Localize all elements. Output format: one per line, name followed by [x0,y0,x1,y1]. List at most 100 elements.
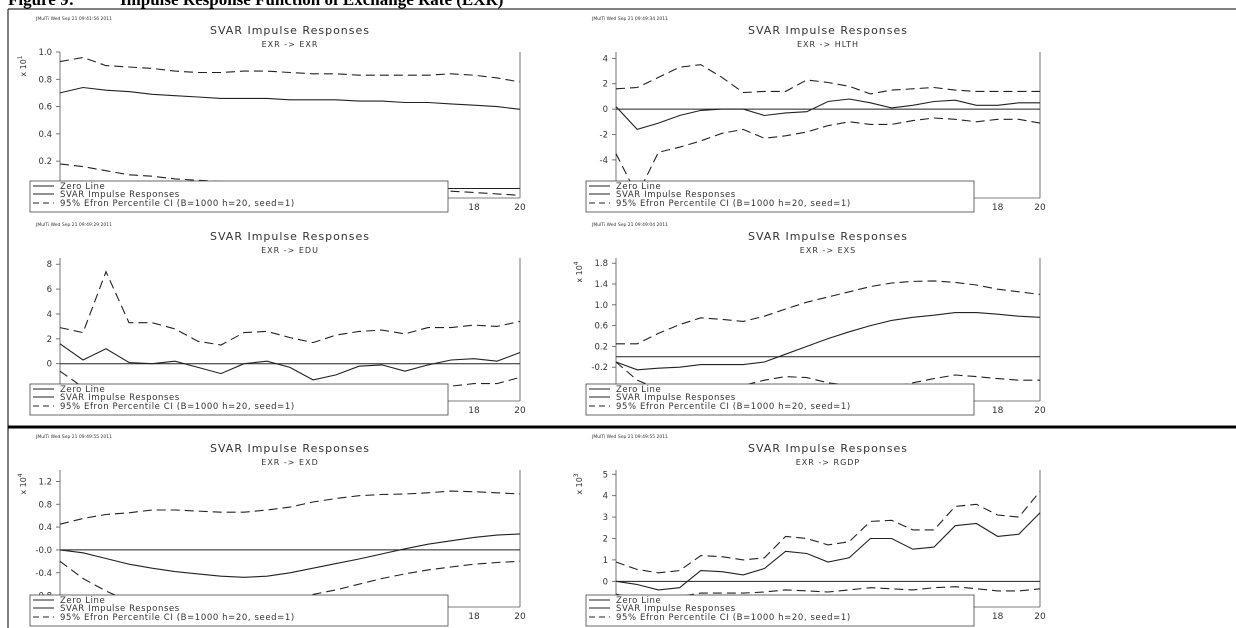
legend-frame [585,383,975,416]
y-tick-label: 6 [47,285,52,295]
x-tick-label: 18 [992,203,1004,213]
legend-ci-label: 95% Efron Percentile CI (B=1000 h=20, se… [60,402,295,412]
figure-label: Figure 9: [8,0,120,9]
y-tick-label: 1.2 [38,477,52,487]
y-tick-label: 2 [603,80,608,90]
legend-frame [29,180,449,213]
x-tick-label: 20 [1034,612,1046,622]
y-tick-label: 8 [47,260,52,270]
panel-title: SVAR Impulse Responses [210,442,370,455]
irf-panel-1: JMulTi Wed Sep 21 09:41:56 2011 SVAR Impu… [17,16,526,213]
y-tick-label: 0.2 [594,342,608,352]
legend-irf-label: SVAR Impulse Responses [616,604,736,614]
y-tick-label: 5 [603,470,608,480]
y-tick-label: 2 [47,335,52,345]
y-tick-label: 0.2 [38,157,52,167]
legend-zero-line-label: Zero Line [616,596,661,606]
legend-zero-line-label: Zero Line [616,182,661,192]
x-tick-label: 20 [1034,406,1046,416]
x-tick-label: 18 [468,612,480,622]
y-tick-label: 1.4 [594,280,608,290]
y-tick-label: -0.0 [35,546,52,556]
panel-timestamp: JMulTi Wed Sep 21 09:49:55 2011 [35,434,112,440]
y-tick-label: 0.4 [38,130,52,140]
y-tick-label: 3 [603,513,608,523]
ci-upper-line [59,56,521,83]
y-tick-label: -2 [600,131,608,141]
y-tick-label: 0.8 [38,75,52,85]
y-tick-label: 0 [47,360,52,370]
legend-frame [585,180,975,213]
y-tick-label: 4 [603,54,608,64]
panel-subtitle: EXR -> RGDP [796,458,861,467]
panel-timestamp: JMulTi Wed Sep 21 09:49:04 2011 [591,222,668,228]
y-tick-label: 1.0 [38,48,52,58]
figure-title: Figure 9:Impulse Response Function of Ex… [8,0,503,9]
ci-upper-line [59,270,521,346]
legend-zero-line-label: Zero Line [60,182,105,192]
legend-irf-label: SVAR Impulse Responses [616,393,736,403]
legend-frame [29,594,449,627]
figure-frame [7,8,1236,628]
y-tick-label: 0.6 [38,103,52,113]
legend-frame [585,594,975,627]
ci-lower-line [615,361,1040,394]
panel-title: SVAR Impulse Responses [210,230,370,243]
y-tick-label: -0.2 [591,363,608,373]
irf-panel-5: JMulTi Wed Sep 21 09:49:55 2011 SVAR Impu… [17,434,526,627]
x-tick-label: 20 [514,203,526,213]
x-tick-label: 18 [992,612,1004,622]
irf-line [615,98,1040,131]
y-axis-multiplier: x 101 [17,55,28,76]
y-tick-label: 4 [47,310,52,320]
legend-zero-line-label: Zero Line [616,385,661,395]
irf-panel-3: JMulTi Wed Sep 21 09:49:29 2011 SVAR Impu… [29,222,526,416]
panel-title: SVAR Impulse Responses [210,24,370,37]
panel-subtitle: EXR -> HLTH [797,40,859,49]
y-tick-label: 0.8 [38,500,52,510]
legend-ci-label: 95% Efron Percentile CI (B=1000 h=20, se… [616,402,851,412]
legend-frame [29,383,449,416]
irf-line [59,343,521,381]
irf-line [59,86,521,110]
x-tick-label: 18 [992,406,1004,416]
legend-zero-line-label: Zero Line [60,596,105,606]
figure-caption: Impulse Response Function of Exchange Ra… [120,0,503,9]
legend-ci-label: 95% Efron Percentile CI (B=1000 h=20, se… [60,613,295,623]
ci-upper-line [59,490,521,525]
panel-subtitle: EXR -> EXS [800,246,856,255]
y-tick-label: 1 [603,556,608,566]
x-tick-label: 20 [514,406,526,416]
irf-line [615,512,1041,591]
legend-irf-label: SVAR Impulse Responses [60,190,180,200]
y-tick-label: 1.0 [594,301,608,311]
y-tick-label: 0.6 [594,322,608,332]
y-tick-label: 2 [603,535,608,545]
y-tick-label: 4 [603,492,608,502]
y-tick-label: 0 [603,105,608,115]
irf-line [59,533,521,578]
legend-irf-label: SVAR Impulse Responses [60,393,180,403]
x-tick-label: 20 [1034,203,1046,213]
panel-timestamp: JMulTi Wed Sep 21 09:41:56 2011 [35,16,112,22]
ci-upper-line [615,64,1040,95]
panel-subtitle: EXR -> EXD [261,458,318,467]
panel-timestamp: JMulTi Wed Sep 21 09:49:29 2011 [35,222,112,228]
panel-timestamp: JMulTi Wed Sep 21 09:49:34 2011 [591,16,668,22]
panel-subtitle: EXR -> EXR [262,40,319,49]
legend-irf-label: SVAR Impulse Responses [60,604,180,614]
y-tick-label: -4 [600,156,608,166]
legend-zero-line-label: Zero Line [60,385,105,395]
irf-panel-2: JMulTi Wed Sep 21 09:49:34 2011 SVAR Impu… [585,16,1046,213]
y-tick-label: 0.4 [38,523,52,533]
ci-upper-line [616,280,1041,345]
y-tick-label: 0 [603,577,608,587]
panel-timestamp: JMulTi Wed Sep 21 09:49:55 2011 [591,434,668,440]
legend-ci-label: 95% Efron Percentile CI (B=1000 h=20, se… [616,613,851,623]
panel-title: SVAR Impulse Responses [748,230,908,243]
